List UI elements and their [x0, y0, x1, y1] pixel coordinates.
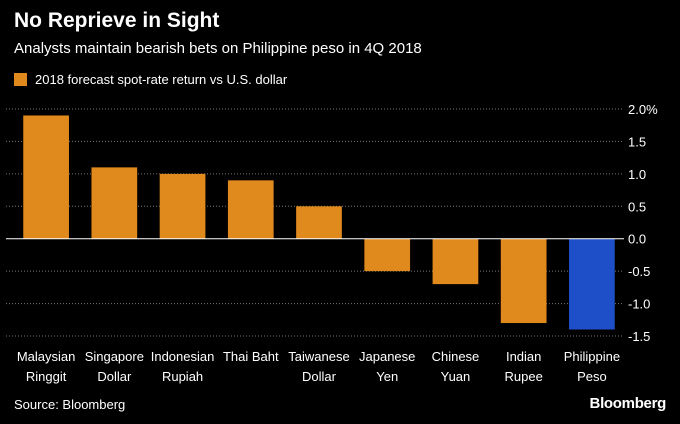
bar	[432, 238, 479, 285]
x-tick-label: Yen	[376, 369, 398, 384]
x-tick-label: Peso	[577, 369, 607, 384]
bar	[23, 115, 69, 239]
x-tick-label: Philippine	[564, 349, 620, 364]
x-tick-label: Indian	[506, 349, 541, 364]
chart-title: No Reprieve in Sight	[14, 9, 220, 32]
source-note: Source: Bloomberg	[14, 397, 126, 412]
y-tick-label: 1.5	[628, 134, 646, 149]
x-tick-label: Japanese	[359, 349, 415, 364]
x-tick-label: Dollar	[97, 369, 132, 384]
y-tick-label: 1.0	[628, 167, 646, 182]
x-tick-label: Singapore	[85, 349, 144, 364]
x-tick-label: Rupiah	[162, 369, 203, 384]
x-tick-label: Chinese	[432, 349, 480, 364]
bar	[159, 173, 206, 239]
bar	[569, 238, 615, 330]
bar	[91, 167, 138, 239]
y-tick-label: 0.5	[628, 199, 646, 214]
x-tick-label: Dollar	[302, 369, 337, 384]
x-tick-label: Rupee	[505, 369, 543, 384]
x-tick-label: Indonesian	[151, 349, 215, 364]
y-tick-label: -1.5	[628, 329, 650, 344]
bar	[364, 238, 411, 272]
x-tick-label: Malaysian	[17, 349, 76, 364]
y-tick-label: 2.0%	[628, 102, 658, 117]
chart-subtitle: Analysts maintain bearish bets on Philip…	[14, 40, 422, 57]
bloomberg-logo: Bloomberg	[589, 395, 667, 412]
legend: 2018 forecast spot-rate return vs U.S. d…	[14, 72, 287, 87]
legend-label: 2018 forecast spot-rate return vs U.S. d…	[35, 72, 288, 87]
legend-swatch	[14, 73, 27, 86]
bar	[296, 206, 342, 239]
y-tick-label: -0.5	[628, 264, 650, 279]
x-tick-label: Thai Baht	[223, 349, 279, 364]
bar	[500, 238, 547, 324]
y-tick-label: 0.0	[628, 232, 646, 247]
x-tick-label: Ringgit	[26, 369, 67, 384]
bar	[227, 180, 274, 239]
x-tick-label: Taiwanese	[288, 349, 349, 364]
x-tick-label: Yuan	[441, 369, 471, 384]
y-tick-label: -1.0	[628, 297, 650, 312]
